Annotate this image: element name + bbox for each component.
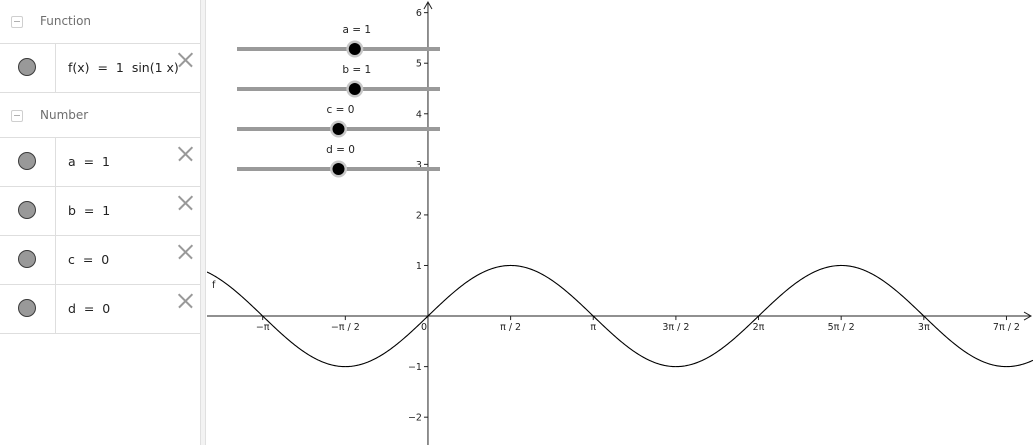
axes: −π −π / 2 0 π / 2 π 3π / 2 2π 5π / 2 3π 7π / 2 −2 −… — [207, 0, 1033, 445]
y-tick-label: 2 — [416, 210, 422, 221]
y-tick-label: −2 — [408, 413, 422, 424]
delete-icon[interactable] — [177, 51, 194, 68]
collapse-icon[interactable] — [11, 110, 23, 122]
group-label: Number — [40, 108, 89, 122]
y-tick-label: −1 — [408, 362, 422, 373]
algebra-row-c[interactable]: c = 0 — [0, 236, 200, 285]
slider-knob[interactable] — [348, 43, 361, 55]
collapse-icon[interactable] — [11, 16, 23, 28]
slider-label: a = 1 — [343, 24, 372, 36]
slider-d[interactable]: d = 0 — [237, 144, 440, 178]
sliders[interactable]: a = 1 b = 1 c = 0 d = 0 — [237, 24, 440, 178]
y-tick-label: 6 — [416, 8, 422, 19]
function-expression[interactable]: f(x) = 1 sin(1 x) — [68, 60, 179, 75]
marble-cell — [0, 44, 56, 92]
y-tick-label: 4 — [416, 109, 422, 120]
y-axis-arrow-icon — [423, 0, 433, 10]
x-tick-label: π / 2 — [500, 322, 521, 333]
graphics-view[interactable]: −π −π / 2 0 π / 2 π 3π / 2 2π 5π / 2 3π 7π / 2 −2 −… — [207, 0, 1033, 445]
visibility-toggle-icon[interactable] — [18, 299, 36, 317]
x-tick-label: 7π / 2 — [993, 322, 1020, 333]
algebra-row-b[interactable]: b = 1 — [0, 187, 200, 236]
x-tick-label: 3π — [918, 322, 930, 333]
slider-knob[interactable] — [348, 83, 361, 95]
slider-b[interactable]: b = 1 — [237, 64, 440, 98]
x-tick-label: 2π — [753, 322, 765, 333]
algebra-row-d[interactable]: d = 0 — [0, 285, 200, 334]
slider-knob[interactable] — [332, 123, 345, 135]
x-tick-label: −π / 2 — [331, 322, 360, 333]
group-label: Function — [40, 14, 92, 28]
visibility-toggle-icon[interactable] — [18, 250, 36, 268]
function-curve[interactable] — [207, 264, 1033, 368]
number-expression[interactable]: b = 1 — [68, 203, 111, 218]
group-header-number[interactable]: Number — [0, 94, 200, 138]
x-tick-label: π — [590, 322, 596, 333]
marble-cell — [0, 138, 56, 186]
view-splitter[interactable] — [200, 0, 206, 445]
x-tick-label: 3π / 2 — [662, 322, 689, 333]
number-expression[interactable]: c = 0 — [68, 252, 110, 267]
delete-icon[interactable] — [177, 145, 194, 162]
x-tick-label: 5π / 2 — [828, 322, 855, 333]
marble-cell — [0, 187, 56, 235]
marble-cell — [0, 236, 56, 284]
algebra-view: Function f(x) = 1 sin(1 x) Number a = 1 … — [0, 0, 200, 445]
number-expression[interactable]: d = 0 — [68, 301, 111, 316]
delete-icon[interactable] — [177, 243, 194, 260]
function-label: f — [212, 280, 216, 291]
slider-knob[interactable] — [332, 163, 345, 175]
slider-c[interactable]: c = 0 — [237, 104, 440, 138]
number-expression[interactable]: a = 1 — [68, 154, 110, 169]
y-tick-label: 5 — [416, 59, 422, 70]
x-tick-label: 0 — [421, 322, 427, 333]
group-header-function[interactable]: Function — [0, 0, 200, 44]
marble-cell — [0, 285, 56, 333]
visibility-toggle-icon[interactable] — [18, 152, 36, 170]
visibility-toggle-icon[interactable] — [18, 201, 36, 219]
x-axis-arrow-icon — [1023, 311, 1033, 321]
slider-label: c = 0 — [327, 104, 355, 116]
slider-a[interactable]: a = 1 — [237, 24, 440, 58]
delete-icon[interactable] — [177, 292, 194, 309]
function-graph[interactable]: f — [207, 264, 1033, 368]
x-tick-label: −π — [256, 322, 270, 333]
delete-icon[interactable] — [177, 194, 194, 211]
algebra-row-f[interactable]: f(x) = 1 sin(1 x) — [0, 44, 200, 93]
slider-label: d = 0 — [326, 144, 355, 156]
y-tick-label: 3 — [416, 160, 422, 171]
visibility-toggle-icon[interactable] — [18, 58, 36, 76]
y-tick-label: 1 — [416, 261, 422, 272]
algebra-row-a[interactable]: a = 1 — [0, 138, 200, 187]
slider-label: b = 1 — [342, 64, 371, 76]
